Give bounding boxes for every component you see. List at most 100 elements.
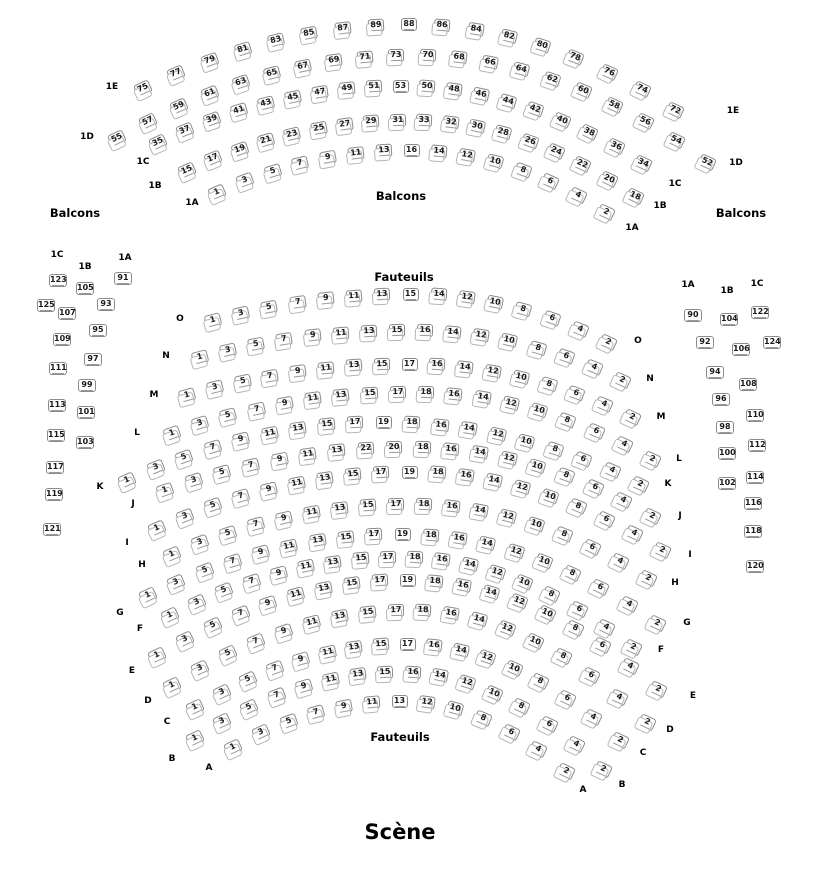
- seat-F-11[interactable]: 11: [297, 558, 316, 575]
- seat-J-5[interactable]: 5: [212, 463, 232, 481]
- seat-1A-11[interactable]: 11: [347, 145, 365, 161]
- seat-N-13[interactable]: 13: [360, 324, 378, 338]
- seat-D-14[interactable]: 14: [469, 611, 489, 629]
- seat-B-9[interactable]: 9: [294, 677, 314, 695]
- seat-J-1[interactable]: 1: [155, 481, 175, 499]
- seat-1B-32[interactable]: 32: [441, 114, 460, 130]
- seat-1D-59[interactable]: 59: [169, 97, 190, 116]
- seat-loge-107[interactable]: 107: [56, 306, 76, 324]
- seat-M-12[interactable]: 12: [483, 363, 502, 380]
- seat-loge-102[interactable]: 102: [716, 476, 736, 494]
- seat-loge-95[interactable]: 95: [87, 323, 107, 341]
- seat-N-1[interactable]: 1: [190, 348, 210, 366]
- seat-E-9[interactable]: 9: [258, 594, 278, 612]
- seat-C-6[interactable]: 6: [556, 688, 577, 708]
- seat-K-4[interactable]: 4: [601, 461, 622, 481]
- seat-E-1[interactable]: 1: [147, 645, 167, 665]
- seat-C-11[interactable]: 11: [318, 644, 338, 661]
- seat-K-8[interactable]: 8: [544, 440, 565, 459]
- seat-1B-24[interactable]: 24: [545, 142, 566, 161]
- seat-O-9[interactable]: 9: [317, 291, 335, 307]
- seat-F-15[interactable]: 15: [352, 551, 370, 566]
- seat-M-1[interactable]: 1: [177, 386, 197, 404]
- seat-loge-103[interactable]: 103: [74, 435, 94, 453]
- seat-I-18[interactable]: 18: [429, 465, 446, 480]
- seat-M-9[interactable]: 9: [289, 364, 308, 380]
- seat-D-15[interactable]: 15: [358, 604, 377, 620]
- seat-K-5[interactable]: 5: [174, 448, 194, 466]
- seat-G-17[interactable]: 17: [365, 527, 383, 542]
- seat-1E-87[interactable]: 87: [333, 20, 352, 36]
- seat-1A-9[interactable]: 9: [319, 149, 338, 166]
- seat-D-8[interactable]: 8: [553, 647, 574, 667]
- seat-J-20[interactable]: 20: [386, 440, 403, 454]
- seat-I-19[interactable]: 19: [399, 465, 418, 483]
- seat-G-15[interactable]: 15: [337, 529, 355, 545]
- seat-E-17[interactable]: 17: [371, 573, 389, 588]
- seat-E-6[interactable]: 6: [592, 636, 613, 656]
- seat-G-14[interactable]: 14: [478, 535, 497, 553]
- seat-E-19[interactable]: 19: [397, 573, 416, 591]
- seat-H-16[interactable]: 16: [443, 498, 461, 514]
- seat-1B-28[interactable]: 28: [493, 124, 513, 142]
- seat-1D-65[interactable]: 65: [262, 65, 282, 82]
- seat-1E-78[interactable]: 78: [565, 48, 586, 67]
- seat-I-7[interactable]: 7: [231, 488, 251, 506]
- seat-loge-111[interactable]: 111: [47, 361, 67, 379]
- seat-K-11[interactable]: 11: [260, 425, 279, 442]
- seat-B-10[interactable]: 10: [484, 683, 505, 703]
- seat-1E-85[interactable]: 85: [300, 25, 319, 41]
- seat-H-5[interactable]: 5: [218, 524, 238, 542]
- seat-1C-49[interactable]: 49: [337, 81, 356, 97]
- seat-B-6[interactable]: 6: [538, 714, 559, 734]
- seat-J-8[interactable]: 8: [556, 467, 576, 485]
- seat-M-15[interactable]: 15: [373, 357, 390, 372]
- seat-J-9[interactable]: 9: [270, 451, 289, 467]
- seat-D-13[interactable]: 13: [330, 608, 349, 625]
- seat-E-7[interactable]: 7: [230, 604, 251, 623]
- seat-1C-34[interactable]: 34: [633, 153, 653, 173]
- seat-loge-105[interactable]: 105: [74, 281, 94, 299]
- seat-E-12[interactable]: 12: [509, 592, 529, 611]
- seat-1B-20[interactable]: 20: [598, 169, 619, 189]
- seat-D-16[interactable]: 16: [442, 605, 461, 622]
- seat-L-5[interactable]: 5: [219, 407, 238, 425]
- seat-H-12[interactable]: 12: [498, 508, 518, 525]
- seat-D-4[interactable]: 4: [609, 687, 630, 707]
- seat-loge-112[interactable]: 112: [746, 438, 766, 456]
- seat-C-16[interactable]: 16: [425, 638, 443, 653]
- seat-1A-5[interactable]: 5: [263, 162, 283, 180]
- seat-J-12[interactable]: 12: [499, 450, 519, 467]
- seat-1D-61[interactable]: 61: [200, 84, 220, 103]
- seat-B-15[interactable]: 15: [377, 665, 394, 680]
- seat-loge-116[interactable]: 116: [742, 496, 762, 514]
- seat-1B-31[interactable]: 31: [389, 113, 406, 127]
- seat-I-12[interactable]: 12: [512, 479, 532, 496]
- seat-1D-67[interactable]: 67: [294, 58, 313, 75]
- seat-A-13[interactable]: 13: [389, 694, 408, 712]
- seat-loge-119[interactable]: 119: [43, 487, 63, 505]
- seat-M-3[interactable]: 3: [205, 379, 225, 396]
- seat-loge-117[interactable]: 117: [44, 460, 64, 478]
- seat-1C-51[interactable]: 51: [365, 79, 382, 94]
- seat-L-6[interactable]: 6: [585, 422, 606, 441]
- seat-B-13[interactable]: 13: [349, 667, 367, 683]
- seat-C-14[interactable]: 14: [451, 641, 470, 659]
- seat-G-16[interactable]: 16: [450, 530, 468, 547]
- seat-O-13[interactable]: 13: [374, 287, 391, 302]
- seat-B-8[interactable]: 8: [511, 697, 532, 717]
- seat-I-13[interactable]: 13: [316, 470, 335, 486]
- seat-M-11[interactable]: 11: [317, 361, 335, 376]
- seat-C-15[interactable]: 15: [372, 637, 390, 653]
- seat-1C-46[interactable]: 46: [472, 86, 491, 103]
- seat-loge-121[interactable]: 121: [41, 522, 61, 540]
- seat-F-17[interactable]: 17: [379, 550, 397, 564]
- seat-O-6[interactable]: 6: [541, 309, 562, 328]
- seat-1C-41[interactable]: 41: [229, 102, 249, 120]
- seat-D-11[interactable]: 11: [302, 614, 322, 632]
- seat-K-15[interactable]: 15: [317, 417, 336, 433]
- seat-E-16[interactable]: 16: [454, 577, 473, 594]
- seat-F-9[interactable]: 9: [269, 564, 289, 582]
- seat-E-18[interactable]: 18: [426, 574, 444, 589]
- seat-1E-77[interactable]: 77: [166, 63, 187, 83]
